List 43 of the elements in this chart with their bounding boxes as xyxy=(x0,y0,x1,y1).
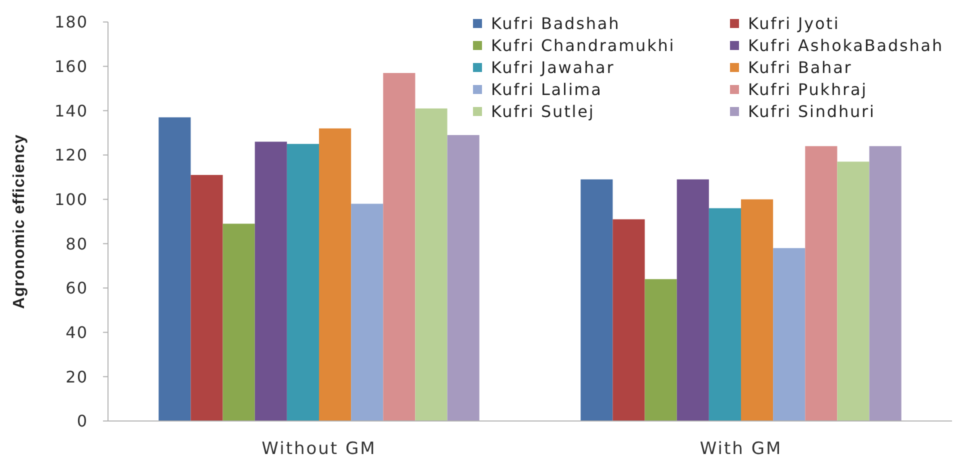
bar xyxy=(708,208,741,421)
legend-label: Kufri AshokaBadshah xyxy=(748,36,944,55)
legend-label: Kufri Sindhuri xyxy=(748,102,876,121)
y-tick-label: 20 xyxy=(66,367,88,386)
bar xyxy=(158,117,191,421)
x-tick-label: With GM xyxy=(700,439,782,459)
x-tick-label: Without GM xyxy=(262,439,376,459)
bar xyxy=(580,179,613,421)
y-tick-label: 120 xyxy=(54,146,88,165)
bar xyxy=(190,174,223,421)
bar xyxy=(319,128,352,421)
bar xyxy=(286,144,319,421)
bar xyxy=(805,146,838,421)
legend-label: Kufri Chandramukhi xyxy=(491,36,676,55)
legend-label: Kufri Badshah xyxy=(491,14,620,33)
bar xyxy=(741,199,774,421)
y-tick-label: 0 xyxy=(76,412,88,431)
bar xyxy=(869,146,902,421)
legend-label: Kufri Lalima xyxy=(491,80,602,99)
bar xyxy=(415,108,448,421)
legend-label: Kufri Jyoti xyxy=(748,14,840,33)
bar xyxy=(383,72,416,421)
y-tick-label: 60 xyxy=(66,278,88,298)
y-tick-label: 180 xyxy=(54,12,88,32)
bar xyxy=(676,179,709,421)
legend-label: Kufri Pukhraj xyxy=(748,80,868,99)
y-tick-label: 140 xyxy=(54,101,88,120)
legend-label: Kufri Jawahar xyxy=(491,58,615,77)
bar xyxy=(222,224,255,421)
bar xyxy=(447,135,480,421)
bar xyxy=(254,142,287,421)
legend-label: Kufri Sutlej xyxy=(491,102,595,121)
bar xyxy=(612,219,645,421)
y-axis-title: Agronomic efficiency xyxy=(11,134,28,309)
y-tick-label: 160 xyxy=(54,56,88,76)
bar xyxy=(837,162,870,421)
bar xyxy=(644,279,677,421)
bar xyxy=(773,248,806,421)
y-tick-label: 100 xyxy=(54,190,88,209)
legend-label: Kufri Bahar xyxy=(748,58,852,77)
bar xyxy=(351,204,384,421)
y-tick-label: 40 xyxy=(66,322,88,342)
y-tick-label: 80 xyxy=(66,234,88,254)
